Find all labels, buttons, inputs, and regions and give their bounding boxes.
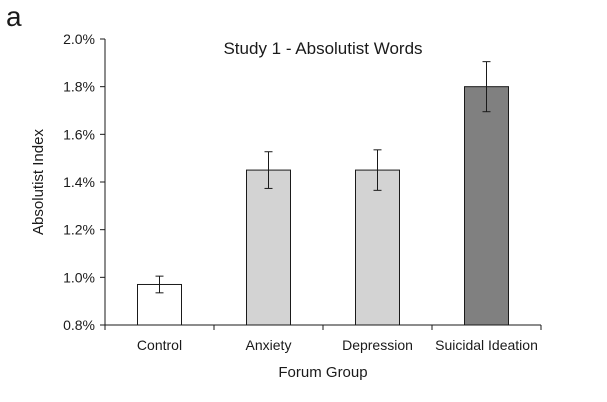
chart-title: Study 1 - Absolutist Words (223, 39, 422, 58)
bar (137, 283, 182, 326)
error-bar (155, 275, 164, 294)
bar (464, 86, 509, 326)
error-bar (264, 151, 273, 189)
category-label: Depression (342, 337, 413, 353)
y-tick-label: 0.8% (63, 317, 95, 333)
y-tick-label: 1.0% (63, 269, 95, 285)
x-ticks (104, 325, 542, 330)
bars (137, 61, 509, 326)
error-bar (482, 61, 491, 113)
bar (355, 169, 400, 326)
category-label: Anxiety (246, 337, 292, 353)
y-axis-label: Absolutist Index (30, 129, 47, 235)
bar (246, 169, 291, 326)
y-tick-label: 1.6% (63, 126, 95, 142)
category-label: Suicidal Ideation (435, 337, 538, 353)
category-label: Control (137, 337, 182, 353)
y-tick-label: 2.0% (63, 31, 95, 47)
y-tick-label: 1.4% (63, 174, 95, 190)
y-tick-label: 1.2% (63, 222, 95, 238)
category-labels: Control Anxiety Depression Suicidal Ideatio… (137, 337, 538, 353)
x-axis-label: Forum Group (278, 364, 367, 381)
panel-label: a (6, 1, 22, 32)
y-tick-label: 1.8% (63, 79, 95, 95)
y-ticks: 0.8% 1.0% 1.2% 1.4% 1.6% 1.8% 2.0% (63, 31, 105, 333)
error-bar (373, 149, 382, 191)
